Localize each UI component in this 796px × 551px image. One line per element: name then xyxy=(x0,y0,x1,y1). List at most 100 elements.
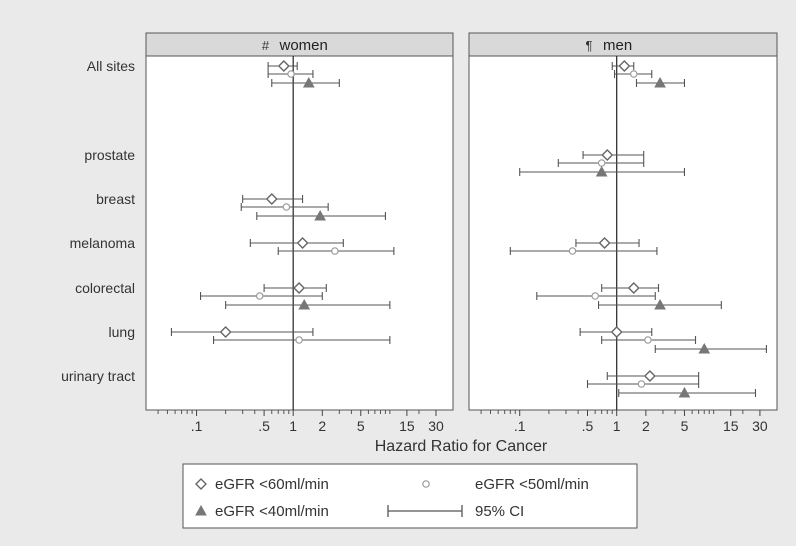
point-triangle xyxy=(314,209,326,221)
x-tick-label: 1 xyxy=(613,418,621,434)
point-circle xyxy=(282,203,291,211)
ci-row xyxy=(199,292,323,300)
x-tick-label: .5 xyxy=(582,418,594,434)
panel-glyph: ¶ xyxy=(586,38,593,53)
point-diamond xyxy=(643,370,656,382)
ci-row xyxy=(519,165,686,177)
panels-layer: # women .1 .5 1 2 5 15 30 ¶ men .1 .5 1 2 5 15 30 xyxy=(145,32,778,434)
category-label: All sites xyxy=(87,58,135,74)
ci-row xyxy=(256,209,386,221)
category-label: colorectal xyxy=(75,280,135,296)
point-diamond xyxy=(293,282,306,294)
legend-label: eGFR <40ml/min xyxy=(215,503,329,520)
point-triangle xyxy=(654,76,666,88)
point-circle xyxy=(287,70,295,78)
point-circle xyxy=(255,292,264,300)
legend-item: 95% CI xyxy=(387,503,524,520)
legend: eGFR <60ml/min eGFR <50ml/min eGFR <40ml/m… xyxy=(182,463,638,529)
panel-men: ¶ men .1 .5 1 2 5 15 30 xyxy=(468,32,778,434)
x-tick-label: 15 xyxy=(399,418,415,434)
ci-row xyxy=(267,70,314,78)
point-triangle xyxy=(698,342,711,354)
point-circle xyxy=(591,292,599,300)
ci-row xyxy=(271,76,340,88)
ci-row xyxy=(509,247,658,255)
panel-women: # women .1 .5 1 2 5 15 30 xyxy=(145,32,454,434)
x-tick-label: 1 xyxy=(289,418,297,434)
ci-row xyxy=(582,149,645,161)
ci-row xyxy=(277,247,395,255)
point-diamond xyxy=(610,326,623,338)
category-label: prostate xyxy=(84,147,135,163)
category-label: lung xyxy=(109,324,135,340)
point-diamond xyxy=(219,326,232,338)
legend-box xyxy=(182,463,638,529)
ci-row xyxy=(267,60,298,72)
category-label: melanoma xyxy=(70,235,136,251)
category-label: urinary tract xyxy=(61,368,135,384)
ci-row xyxy=(601,336,697,344)
ci-row xyxy=(225,298,391,310)
x-tick-label: 30 xyxy=(752,418,768,434)
legend-label: eGFR <60ml/min xyxy=(215,476,329,493)
x-tick-label: 2 xyxy=(318,418,326,434)
x-axis: .1 .5 1 2 5 15 30 xyxy=(480,410,768,434)
x-tick-label: 30 xyxy=(428,418,444,434)
point-circle xyxy=(331,247,339,255)
point-diamond xyxy=(296,237,309,249)
ci-row xyxy=(240,203,329,211)
ci-row xyxy=(213,336,391,344)
plot-area xyxy=(145,55,454,411)
point-triangle xyxy=(298,298,311,310)
ci-row xyxy=(170,326,314,338)
ci-row xyxy=(249,237,344,249)
ci-row xyxy=(597,298,722,310)
ci-row xyxy=(579,326,653,338)
ci-row xyxy=(242,193,304,205)
ci-row xyxy=(654,342,767,354)
panel-header xyxy=(468,32,778,57)
point-diamond xyxy=(265,193,278,205)
ci-row xyxy=(536,292,656,300)
point-triangle xyxy=(302,76,315,88)
point-triangle xyxy=(595,165,608,177)
ci-row xyxy=(606,370,700,382)
point-circle xyxy=(637,380,646,388)
x-tick-label: 5 xyxy=(357,418,365,434)
x-axis: .1 .5 1 2 5 15 30 xyxy=(157,410,444,434)
x-tick-label: 15 xyxy=(723,418,739,434)
point-diamond xyxy=(277,60,290,72)
ci-row xyxy=(635,76,686,88)
panel-title: women xyxy=(279,37,328,54)
point-circle xyxy=(597,159,606,167)
legend-item: eGFR <60ml/min xyxy=(195,476,329,493)
category-labels: All sites prostate breast melanoma colorecta… xyxy=(61,58,135,384)
x-tick-label: .1 xyxy=(191,418,203,434)
point-circle xyxy=(422,480,430,488)
point-triangle xyxy=(678,386,691,398)
ci-row xyxy=(618,386,757,398)
x-axis-label: Hazard Ratio for Cancer xyxy=(375,438,548,455)
legend-label: eGFR <50ml/min xyxy=(475,476,589,493)
category-label: breast xyxy=(96,191,135,207)
point-diamond xyxy=(598,237,611,249)
point-circle xyxy=(295,336,303,344)
legend-item: eGFR <40ml/min xyxy=(195,503,329,520)
point-triangle xyxy=(654,298,666,310)
point-diamond xyxy=(627,282,640,294)
ci-row xyxy=(611,60,635,72)
x-tick-label: 5 xyxy=(681,418,689,434)
x-tick-label: .1 xyxy=(514,418,526,434)
point-diamond xyxy=(618,60,631,72)
panel-header xyxy=(145,32,454,57)
point-circle xyxy=(644,336,652,344)
panel-glyph: # xyxy=(262,38,270,53)
ci-row xyxy=(601,282,660,294)
ci-row xyxy=(613,70,653,78)
point-diamond xyxy=(195,478,207,490)
ci-row xyxy=(557,159,645,167)
point-triangle xyxy=(195,504,207,516)
point-circle xyxy=(629,70,638,78)
